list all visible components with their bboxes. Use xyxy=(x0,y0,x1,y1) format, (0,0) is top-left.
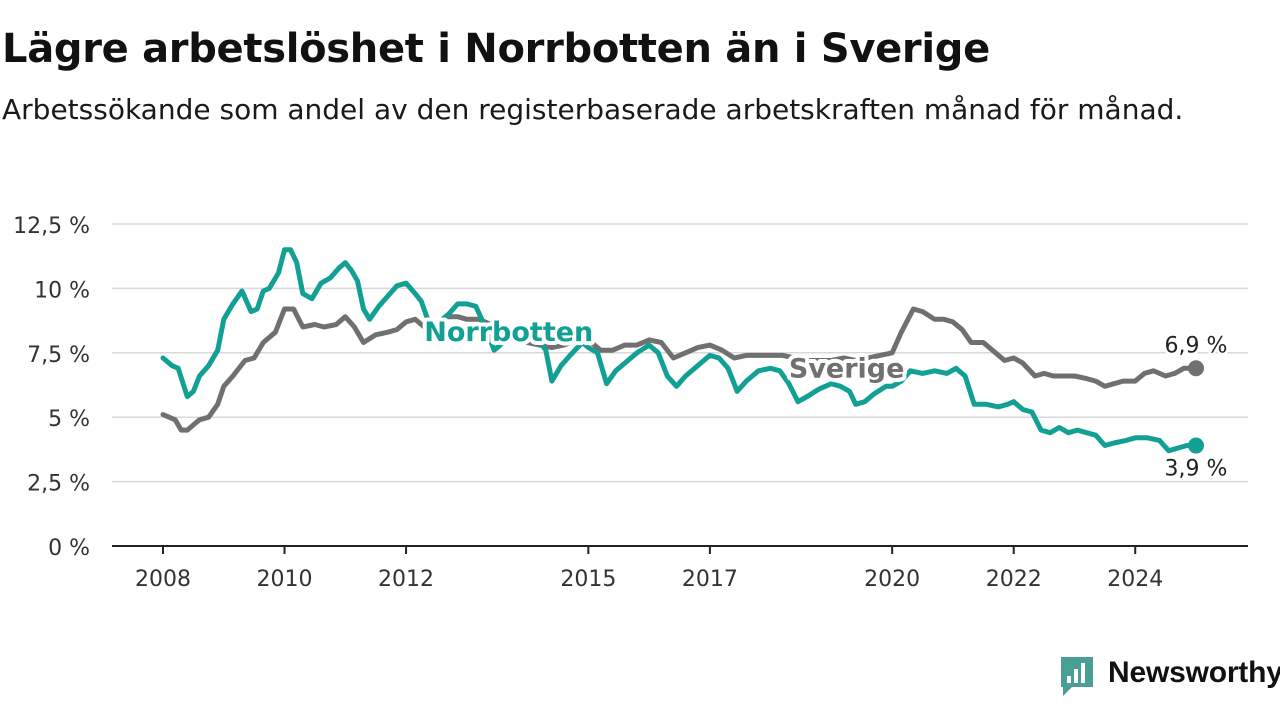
x-tick-label: 2020 xyxy=(864,567,920,592)
newsworthy-logo: Newsworthy xyxy=(1058,654,1280,698)
newsworthy-logo-icon xyxy=(1061,657,1093,696)
y-tick-label: 0 % xyxy=(48,536,90,561)
x-axis: 2008 2010 2012 2015 2017 2020 2022 2024 xyxy=(112,545,1248,592)
end-value-label-norrbotten: 3,9 % xyxy=(1165,457,1228,482)
y-axis-ticks: 0 % 2,5 % 5 % 7,5 % 10 % 12,5 % xyxy=(13,214,90,561)
newsworthy-logo-text: Newsworthy xyxy=(1108,656,1280,689)
y-tick-label: 12,5 % xyxy=(13,214,90,239)
chart-title: Lägre arbetslöshet i Norrbotten än i Sve… xyxy=(2,26,990,72)
end-point-norrbotten xyxy=(1188,437,1204,454)
x-tick-label: 2012 xyxy=(378,567,434,592)
x-tick-label: 2017 xyxy=(682,567,738,592)
series-labels: Sverige 6,9 % Norrbotten 3,9 % xyxy=(420,313,1230,484)
series-name-sverige: Sverige xyxy=(789,353,905,384)
end-value-label-sverige: 6,9 % xyxy=(1165,333,1228,358)
x-tick-label: 2015 xyxy=(560,567,616,592)
x-tick-label: 2008 xyxy=(135,567,191,592)
line-chart: 0 %2,5 %5 %7,5 %10 %12,5 % 2008 2010 2012 2… xyxy=(13,214,1248,592)
x-tick-label: 2010 xyxy=(257,567,313,592)
x-tick-label: 2022 xyxy=(986,567,1042,592)
y-tick-label: 10 % xyxy=(34,278,90,303)
series-lines xyxy=(160,247,1199,454)
series-line-sverige xyxy=(160,306,1199,433)
y-tick-label: 7,5 % xyxy=(27,343,90,368)
x-tick-label: 2024 xyxy=(1107,567,1163,592)
series-line-norrbotten xyxy=(160,247,1199,454)
chart-subtitle: Arbetssökande som andel av den registerb… xyxy=(2,93,1184,126)
y-tick-label: 2,5 % xyxy=(27,472,90,497)
y-tick-label: 5 % xyxy=(48,407,90,432)
series-name-norrbotten: Norrbotten xyxy=(424,317,593,348)
end-point-sverige xyxy=(1188,360,1204,377)
